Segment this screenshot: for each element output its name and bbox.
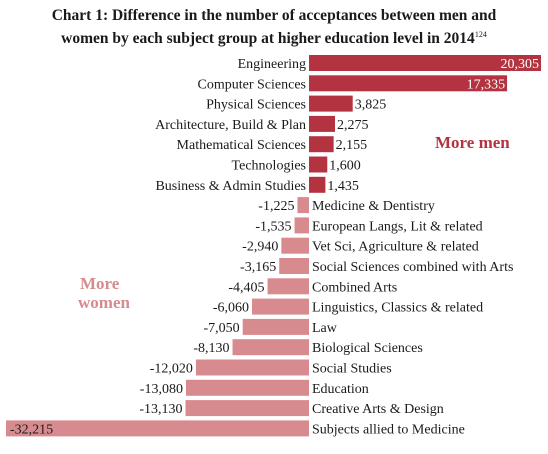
value-label-vet-sci-agriculture-related: -2,940 (242, 240, 278, 255)
bar-biological-sciences (232, 339, 309, 356)
bar-social-sciences-combined-with-arts (279, 258, 309, 274)
bar-european-langs-lit-related (294, 217, 309, 234)
value-label-creative-arts-design: -13,130 (139, 402, 182, 417)
bar-creative-arts-design (185, 400, 309, 417)
value-label-engineering: 20,305 (501, 57, 540, 72)
category-label-business-admin-studies: Business & Admin Studies (155, 179, 306, 194)
bars-group (6, 55, 541, 437)
labels-group: Engineering 20,305 Computer Sciences 17,335… (10, 57, 539, 437)
value-label-european-langs-lit-related: -1,535 (255, 219, 291, 234)
bar-physical-sciences (309, 95, 353, 112)
value-label-computer-sciences: 17,335 (467, 77, 506, 92)
bar-vet-sci-agriculture-related (281, 237, 309, 254)
bar-business-admin-studies (309, 176, 326, 193)
bar-architecture-build-plan (309, 115, 335, 132)
category-label-biological-sciences: Biological Sciences (312, 341, 423, 356)
chart-title-line2: women by each subject group at higher ed… (61, 30, 475, 48)
category-label-physical-sciences: Physical Sciences (206, 98, 306, 113)
category-label-social-studies: Social Studies (312, 362, 392, 377)
category-label-social-sciences-combined-with-arts: Social Sciences combined with Arts (312, 260, 513, 275)
value-label-business-admin-studies: 1,435 (327, 179, 359, 194)
bar-education (185, 379, 309, 396)
title-footnote: 124 (474, 30, 487, 39)
bar-computer-sciences (309, 75, 508, 92)
category-label-combined-arts: Combined Arts (312, 280, 397, 295)
value-label-architecture-build-plan: 2,275 (337, 118, 369, 133)
bar-engineering (309, 55, 541, 71)
category-label-medicine-dentistry: Medicine & Dentistry (312, 199, 435, 214)
category-label-mathematical-sciences: Mathematical Sciences (177, 138, 306, 153)
category-label-technologies: Technologies (232, 159, 306, 174)
bar-mathematical-sciences (309, 136, 334, 153)
value-label-law: -7,050 (204, 321, 240, 336)
bar-linguistics-classics-related (252, 298, 309, 315)
bar-combined-arts (267, 278, 309, 295)
category-label-creative-arts-design: Creative Arts & Design (312, 402, 444, 417)
category-label-engineering: Engineering (238, 57, 306, 72)
bar-social-studies (195, 359, 309, 376)
category-label-linguistics-classics-related: Linguistics, Classics & related (312, 301, 483, 316)
more-men-annotation: More men (435, 133, 510, 152)
category-label-computer-sciences: Computer Sciences (198, 77, 306, 92)
category-label-vet-sci-agriculture-related: Vet Sci, Agriculture & related (312, 240, 479, 255)
value-label-education: -13,080 (140, 382, 183, 397)
bar-technologies (309, 156, 328, 173)
more-women-annotation-line2: women (78, 293, 130, 312)
chart-title: Chart 1: Difference in the number of acc… (0, 6, 548, 48)
value-label-social-studies: -12,020 (150, 362, 193, 377)
value-label-combined-arts: -4,405 (228, 280, 264, 295)
value-label-social-sciences-combined-with-arts: -3,165 (240, 260, 276, 275)
category-label-education: Education (312, 382, 369, 397)
category-label-european-langs-lit-related: European Langs, Lit & related (312, 219, 483, 234)
value-label-technologies: 1,600 (329, 159, 361, 174)
bar-subjects-allied-to-medicine (6, 420, 309, 437)
value-label-subjects-allied-to-medicine: -32,215 (10, 422, 53, 437)
bar-medicine-dentistry (297, 197, 309, 214)
category-label-architecture-build-plan: Architecture, Build & Plan (155, 118, 306, 133)
value-label-biological-sciences: -8,130 (193, 341, 229, 356)
value-label-medicine-dentistry: -1,225 (258, 199, 294, 214)
chart-title-line1: Chart 1: Difference in the number of acc… (51, 7, 497, 24)
category-label-subjects-allied-to-medicine: Subjects allied to Medicine (312, 422, 465, 437)
value-label-mathematical-sciences: 2,155 (336, 138, 368, 153)
value-label-linguistics-classics-related: -6,060 (213, 301, 249, 316)
bar-law (242, 318, 309, 335)
category-label-law: Law (312, 321, 338, 336)
value-label-physical-sciences: 3,825 (355, 98, 387, 113)
more-women-annotation-line1: More (80, 274, 120, 293)
